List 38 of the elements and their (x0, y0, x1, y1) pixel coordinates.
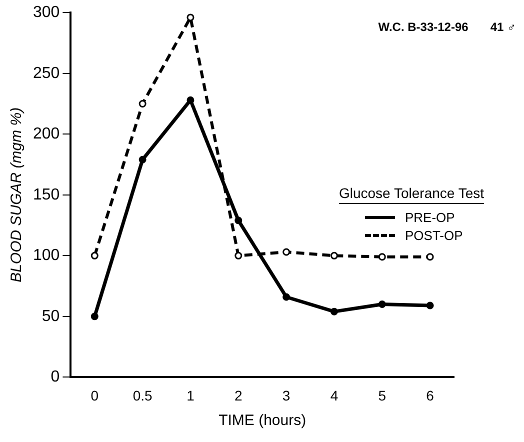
x-axis-title: TIME (hours) (218, 412, 306, 430)
x-tick-label: 4 (330, 387, 338, 404)
point (90, 252, 98, 260)
x-tick-label: 6 (426, 387, 434, 404)
point (330, 252, 338, 260)
y-tick-label: 250 (32, 64, 60, 82)
point (186, 14, 194, 22)
x-tick-label: 1 (186, 387, 195, 404)
annotation: W.C. B-33-12-96 (378, 20, 468, 34)
x-tick-label: 5 (378, 387, 386, 404)
y-tick-label: 100 (32, 247, 60, 264)
x-tick-label: 2 (234, 387, 242, 404)
point (378, 300, 386, 308)
y-tick-label: 0 (50, 368, 60, 386)
x-tick-label: 0 (90, 387, 99, 404)
legend-title: Glucose Tolerance Test (338, 185, 484, 204)
point (90, 312, 98, 320)
x-tick-label: 0.5 (132, 387, 153, 404)
legend-label: PRE-OP (404, 210, 455, 225)
legend-label: POST-OP (404, 228, 463, 243)
point (426, 253, 434, 261)
point (234, 252, 242, 260)
y-tick-label: 300 (32, 4, 60, 22)
point (282, 293, 290, 301)
point (282, 248, 290, 256)
text: 41 ♂ (490, 20, 516, 34)
x-tick-label: 3 (282, 387, 290, 404)
point (138, 156, 146, 164)
point (234, 216, 242, 224)
y-tick-label: 150 (32, 186, 60, 204)
point (186, 96, 194, 104)
y-axis-title: BLOOD SUGAR (mgm %) (8, 107, 26, 282)
point (138, 100, 146, 108)
point (378, 253, 386, 261)
y-tick-label: 200 (32, 126, 60, 143)
point (426, 302, 434, 310)
y-tick-label: 50 (42, 308, 60, 325)
point (330, 308, 338, 316)
